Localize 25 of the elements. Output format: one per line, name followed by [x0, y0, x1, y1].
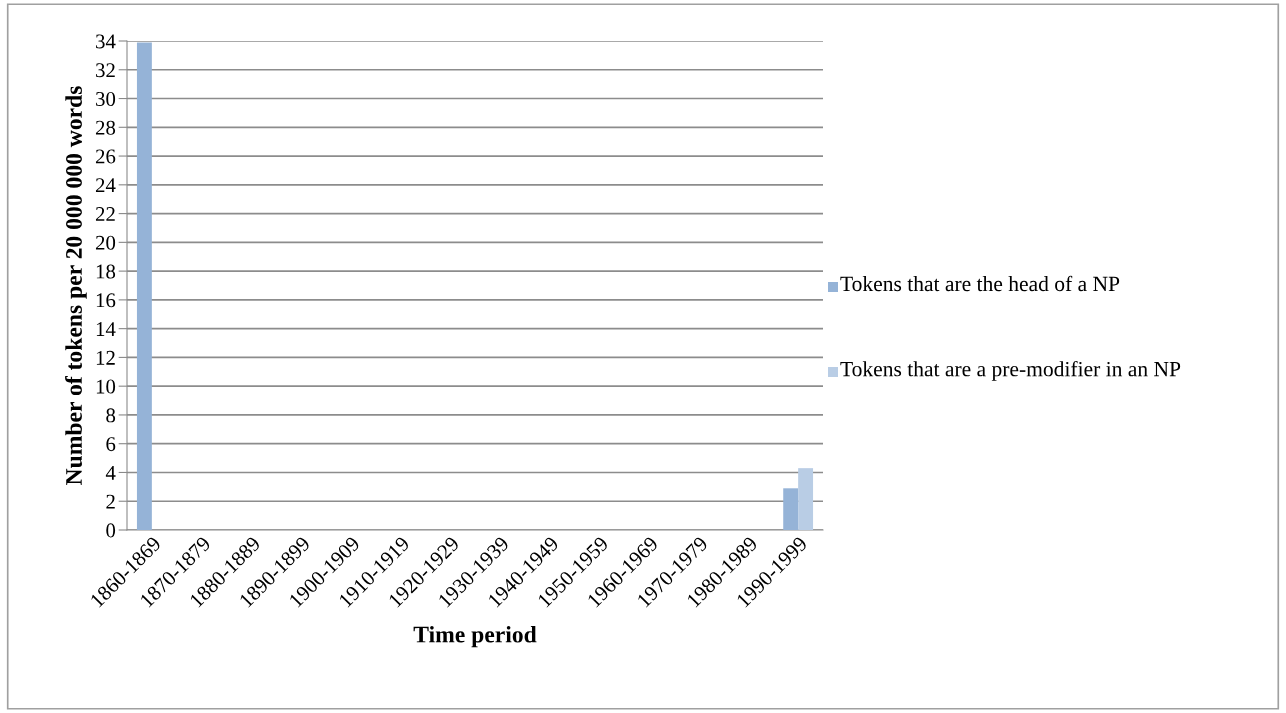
y-tick-label: 30 [96, 91, 116, 106]
y-tick-label: 12 [96, 350, 115, 365]
y-tick-label: 4 [105, 465, 116, 480]
y-tick-label: 22 [95, 207, 115, 221]
x-axis-title: Time period [413, 625, 537, 648]
legend-label: Tokens that are a pre-modifier in an NP [840, 361, 1181, 381]
y-tick-label: 14 [96, 322, 116, 336]
y-tick-label: 20 [95, 235, 116, 250]
y-tick-label: 18 [96, 264, 116, 279]
y-tick-label: 0 [106, 523, 116, 538]
bar [136, 42, 152, 530]
y-tick-label: 2 [106, 494, 115, 509]
y-tick-label: 32 [96, 63, 115, 78]
y-tick-label: 10 [96, 379, 116, 394]
y-tick-label: 28 [95, 120, 116, 135]
y-tick-label: 26 [95, 149, 116, 164]
y-tick-label: 6 [106, 437, 116, 452]
y-axis-title: Number of tokens per 20 000 000 words [65, 86, 87, 485]
y-tick-label: 8 [106, 408, 116, 423]
bar [783, 488, 799, 530]
y-tick-label: 16 [96, 293, 116, 308]
y-tick-label: 24 [95, 178, 116, 193]
legend-label: Tokens that are the head of a NP [840, 275, 1120, 292]
y-tick-label: 34 [96, 34, 116, 49]
bar [798, 468, 814, 530]
